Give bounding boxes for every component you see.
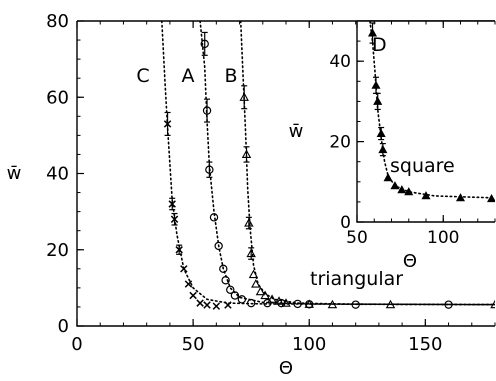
main-point-cross bbox=[189, 291, 197, 300]
main-point-circle bbox=[277, 298, 286, 308]
main-point-triangle bbox=[274, 296, 284, 305]
main-point-triangle bbox=[241, 149, 252, 159]
inset-point-triangle bbox=[378, 144, 388, 154]
inset-fit-curve-0 bbox=[369, 21, 495, 199]
inset-point-triangle bbox=[404, 187, 414, 196]
main-point-circle bbox=[246, 298, 256, 308]
main-point-circle bbox=[221, 276, 230, 285]
main-y-tick-label: 80 bbox=[46, 11, 69, 32]
curve-label-c: C bbox=[136, 65, 149, 87]
main-point-triangle bbox=[267, 294, 277, 303]
main-y-axis-label: w̄ bbox=[7, 163, 22, 184]
main-point-triangle bbox=[260, 290, 270, 300]
main-point-circle bbox=[237, 295, 247, 304]
inset-point-triangle bbox=[373, 96, 383, 105]
main-point-triangle bbox=[490, 299, 495, 309]
main-error-bar bbox=[243, 146, 250, 163]
main-point-circle bbox=[205, 165, 214, 174]
main-point-triangle bbox=[248, 269, 259, 279]
main-point-cross bbox=[184, 280, 193, 288]
main-point-cross bbox=[212, 302, 221, 310]
main-point-triangle bbox=[327, 299, 338, 309]
inset-point-triangle bbox=[397, 185, 407, 194]
inset-point-triangle bbox=[487, 193, 495, 203]
main-y-tick-label: 0 bbox=[58, 316, 69, 337]
main-plot-area bbox=[161, 21, 495, 310]
inset-point-triangle bbox=[371, 80, 381, 89]
main-point-triangle bbox=[255, 286, 266, 296]
main-point-circle bbox=[202, 106, 212, 115]
main-point-triangle bbox=[281, 298, 291, 307]
curve-label-b: B bbox=[224, 65, 237, 87]
main-x-tick-label: 0 bbox=[71, 334, 82, 355]
lattice-label-triangular: triangular bbox=[310, 268, 403, 290]
main-error-bar bbox=[241, 85, 248, 110]
main-point-triangle bbox=[304, 299, 314, 308]
main-point-circle bbox=[200, 39, 209, 49]
inset-point-triangle bbox=[421, 191, 431, 200]
inset-chart: 50 100 0 20 40 bbox=[329, 20, 496, 248]
main-point-cross bbox=[170, 215, 179, 223]
main-error-bar bbox=[201, 31, 208, 56]
inset-point-triangle bbox=[455, 193, 466, 202]
inset-background bbox=[357, 21, 495, 222]
main-x-tick-label: 150 bbox=[408, 334, 442, 355]
inset-y-tick-label: 40 bbox=[329, 52, 351, 72]
main-point-circle bbox=[214, 241, 223, 251]
main-y-tick-label: 20 bbox=[46, 240, 69, 261]
lattice-label-square: square bbox=[390, 155, 455, 177]
main-point-circle bbox=[230, 291, 240, 300]
inset-x-axis-label: Θ bbox=[403, 251, 417, 272]
inset-plot-area bbox=[367, 21, 495, 203]
inset-y-axis-label: w̄ bbox=[289, 121, 304, 142]
inset-x-tick-label: 100 bbox=[427, 228, 459, 248]
main-error-bar bbox=[206, 161, 213, 178]
inset-point-triangle bbox=[367, 28, 378, 37]
main-point-circle bbox=[263, 298, 272, 308]
main-error-bar bbox=[204, 98, 211, 123]
main-point-circle bbox=[226, 285, 235, 294]
main-point-triangle bbox=[246, 248, 256, 258]
main-point-circle bbox=[219, 264, 228, 274]
main-point-triangle bbox=[385, 299, 396, 309]
main-point-cross bbox=[203, 301, 211, 309]
curve-label-a: A bbox=[182, 65, 195, 87]
curve-label-d: D bbox=[372, 34, 387, 56]
main-point-triangle bbox=[239, 92, 249, 101]
main-point-circle bbox=[293, 299, 302, 309]
main-point-circle bbox=[209, 213, 219, 222]
inset-point-triangle bbox=[390, 181, 400, 190]
main-point-cross bbox=[163, 120, 172, 128]
inset-y-tick-label: 0 bbox=[340, 213, 351, 233]
main-point-cross bbox=[180, 265, 188, 273]
main-x-axis-label: Θ bbox=[279, 358, 293, 379]
main-point-cross bbox=[196, 299, 204, 307]
main-point-cross bbox=[224, 301, 232, 309]
inset-x-tick-label: 50 bbox=[346, 228, 368, 248]
main-x-tick-label: 50 bbox=[182, 334, 205, 355]
main-point-triangle bbox=[251, 279, 261, 288]
inset-point-triangle bbox=[383, 173, 393, 182]
main-point-cross bbox=[175, 246, 183, 254]
inset-y-tick-label: 20 bbox=[329, 133, 351, 153]
main-y-tick-label: 40 bbox=[46, 164, 69, 185]
main-point-cross bbox=[168, 200, 176, 208]
main-y-tick-label: 60 bbox=[46, 87, 69, 108]
inset-point-triangle bbox=[376, 128, 386, 137]
main-x-tick-label: 100 bbox=[292, 334, 326, 355]
main-point-triangle bbox=[244, 218, 254, 227]
